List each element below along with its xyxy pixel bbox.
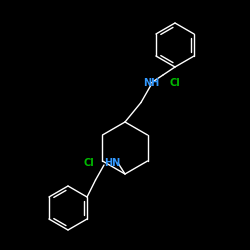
Text: HN: HN (104, 158, 120, 168)
Text: Cl: Cl (83, 158, 94, 168)
Text: NH: NH (143, 78, 159, 88)
Text: Cl: Cl (170, 78, 181, 88)
